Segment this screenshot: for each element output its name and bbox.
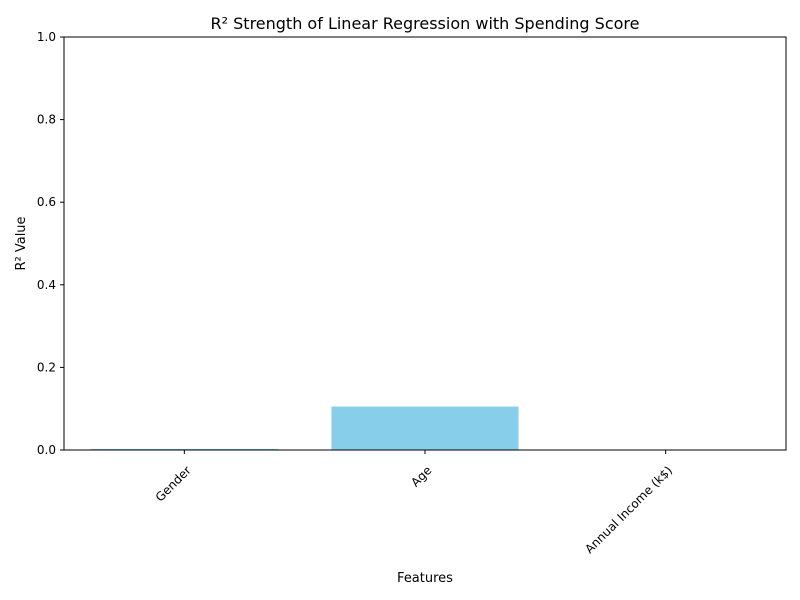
y-tick-label: 0.2 <box>37 360 56 374</box>
bar-0 <box>90 448 278 450</box>
bars-group <box>90 406 760 450</box>
y-tick-label: 0.8 <box>37 113 56 127</box>
y-tick-label: 0.6 <box>37 195 56 209</box>
x-tick-label: Annual Income (k$) <box>582 463 675 556</box>
x-axis: Gender Age Annual Income (k$) <box>153 450 675 556</box>
chart-title: R² Strength of Linear Regression with Sp… <box>211 14 640 33</box>
y-tick-label: 0.4 <box>37 278 56 292</box>
y-axis: 0.0 0.2 0.4 0.6 0.8 1.0 <box>37 30 64 457</box>
x-axis-label: Features <box>397 571 453 586</box>
bar-1 <box>331 406 519 450</box>
x-tick-label: Age <box>408 463 434 489</box>
y-tick-label: 0.0 <box>37 443 56 457</box>
x-tick-label: Gender <box>153 463 194 504</box>
y-axis-label: R² Value <box>14 216 29 270</box>
y-tick-label: 1.0 <box>37 30 56 44</box>
plot-frame <box>63 36 787 451</box>
